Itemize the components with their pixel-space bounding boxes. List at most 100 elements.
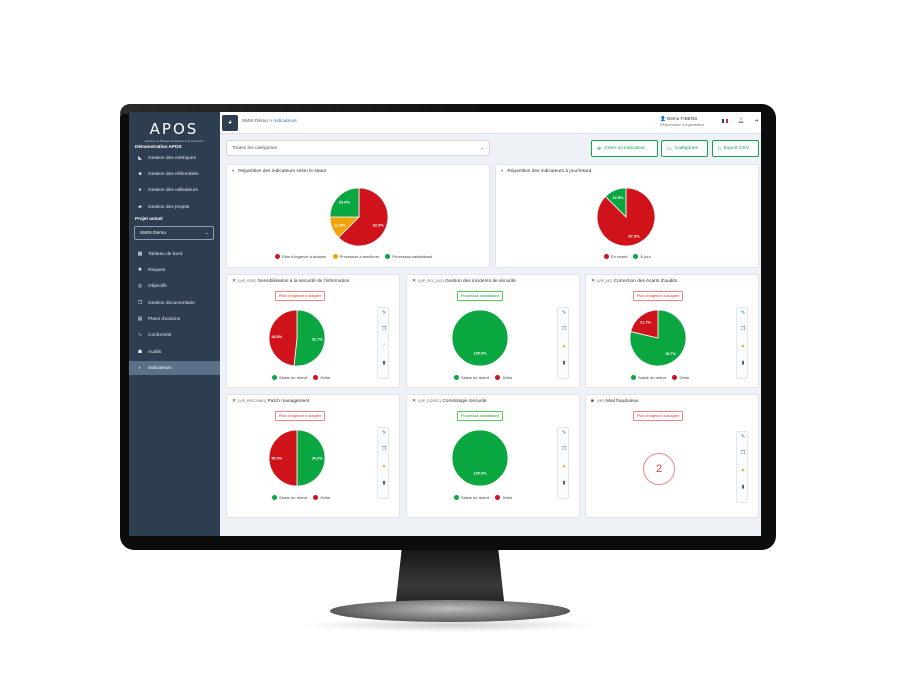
legend-item[interactable]: À jour [633,254,651,259]
edit-icon[interactable]: ✎ [740,435,746,440]
breadcrumb-root[interactable]: SMSI Démo [242,119,268,124]
copy-icon[interactable]: ❐ [561,327,567,332]
mail-icon: ■ [591,399,594,404]
legend-item[interactable]: Saisie du relevé [272,375,307,380]
book-icon: ■ [138,171,142,177]
categories-button[interactable]: ▭ Catégories [661,140,708,157]
status-badge: Processus satisfaisant [457,291,503,301]
indicator-pie-chart: 51.7% 48.3% [268,309,326,367]
sidebar-item-frameworks[interactable]: ■ Gestion des référentiels [129,167,220,181]
project-select[interactable]: SMSI Démo ⌄ [134,226,214,240]
pie-slice[interactable] [268,429,298,487]
card-title[interactable]: ✕ (VIP_COSEC) Comitologie Sécurité [412,399,487,404]
topbar: ◕ SMSI Démo > Indicateurs 👤 Demo FIDENS … [220,112,761,134]
export-csv-label: Export CSV [723,146,749,151]
menu-toggle-button[interactable]: ◕ [222,115,238,131]
bezel-highlight [120,104,480,114]
sidebar-item-action-plans[interactable]: ▤ Plans d'actions [129,312,220,326]
edit-icon[interactable]: ✎ [561,431,567,436]
trash-icon[interactable]: ▮ [382,361,386,366]
trash-icon[interactable]: ▮ [741,361,745,366]
bell-icon[interactable]: 🔔︎ [738,118,745,124]
legend-item[interactable]: Delta [495,495,512,500]
copy-icon[interactable]: ❐ [381,327,387,332]
trash-icon[interactable]: ▮ [562,481,566,486]
user-name: Demo FIDENS [667,116,698,121]
user-menu[interactable]: 👤 Demo FIDENS Responsable d'organisation [660,116,704,127]
sidebar-item-label: Gestion des utilisateurs [148,187,198,193]
copy-icon[interactable]: ❐ [740,327,746,332]
card-title[interactable]: ✕ (VIP_NC) Correction des écarts d'audits [591,279,678,284]
pie-slice[interactable] [329,187,360,218]
edit-icon[interactable]: ✎ [381,431,387,436]
warning-icon[interactable]: ▲ [381,464,387,469]
card-title: ◐ Répartition des indicateurs à jour/ret… [501,169,591,174]
app-logo[interactable]: APOS Solutions de Pilotage des Risques &… [143,120,205,144]
copy-icon[interactable]: ❐ [381,447,387,452]
indicator-actions: ✎ ❐ ▲ ▮ [557,427,569,499]
warning-icon[interactable]: ▲ [740,344,746,349]
legend-item[interactable]: Saisie du relevé [454,375,489,380]
indicator-pie-chart: 100.0% [451,429,509,487]
trash-icon[interactable]: ▮ [741,485,745,490]
legend-item[interactable]: Plan d'urgence à adopter [275,254,327,259]
user-icon: 👤 [660,116,667,121]
edit-icon[interactable]: ✎ [740,311,746,316]
indicator-icon: ◐ [138,365,142,371]
logout-icon[interactable]: ➜ [754,118,759,124]
pie-slice[interactable] [337,187,389,247]
french-flag-icon[interactable] [722,119,728,123]
edit-icon[interactable]: ✎ [381,311,387,316]
pie-slice[interactable] [293,309,326,367]
sidebar-item-metrics[interactable]: ◣ Gestion des métriques [129,151,220,165]
pie-slice[interactable] [596,187,656,247]
pie-slice[interactable] [268,309,298,367]
card-title[interactable]: ■ (HP) Mail frauduleux [591,399,639,404]
sidebar-item-indicators[interactable]: ◐ Indicateurs [129,361,220,375]
warning-icon[interactable]: ▲ [740,468,746,473]
legend-item[interactable]: Saisie du relevé [631,375,666,380]
risk-icon: ✸ [137,267,143,273]
card-title[interactable]: ✕ (VIP_SEC_INC) Gestion des incidents de … [412,279,516,284]
warning-icon[interactable]: ▲ [561,464,567,469]
category-select[interactable]: Toutes les catégories ⌄ [226,140,490,156]
legend-item[interactable]: Saisie du relevé [454,495,489,500]
pie-slice[interactable] [451,429,509,487]
sidebar-item-risks[interactable]: ✸ Risques [129,263,220,277]
card-title[interactable]: ✕ (VIP_PATCHING) Patch management [232,399,310,404]
legend-item[interactable]: Processus à améliorer [332,254,379,259]
pie-slice[interactable] [604,187,627,218]
legend-item[interactable]: Delta [495,375,512,380]
sidebar-item-documents[interactable]: ❐ Gestion documentaire [129,296,220,310]
trash-icon[interactable]: ▮ [562,361,566,366]
project-select-value: SMSI Démo [140,230,166,236]
indicator-icon: ✕ [591,279,596,284]
legend-item[interactable]: En retard [604,254,627,259]
sidebar-item-objectives[interactable]: ◎ Objectifs [129,279,220,293]
export-csv-button[interactable]: ▯ Export CSV [712,140,759,157]
card-title[interactable]: ✕ (VIP_SSEI) Sensibilisation à la sécurit… [232,279,350,284]
legend-item[interactable]: Saisie du relevé [272,495,307,500]
trend-icon[interactable]: ⟋ [382,344,386,349]
pie-slice[interactable] [630,309,659,339]
pie-slice[interactable] [296,429,326,487]
legend-item[interactable]: Processus satisfaisant [385,254,432,259]
edit-icon[interactable]: ✎ [561,311,567,316]
category-select-value: Toutes les catégories [232,145,278,151]
copy-icon[interactable]: ❐ [561,447,567,452]
legend-item[interactable]: Delta [313,495,330,500]
copy-icon[interactable]: ❐ [740,451,746,456]
sidebar-item-users[interactable]: ● Gestion des utilisateurs [129,183,220,197]
create-indicator-button[interactable]: ⊕ Créer un indicateur [591,140,658,157]
legend-item[interactable]: Delta [672,375,689,380]
sidebar-item-label: Indicateurs [148,365,172,371]
sidebar-item-projects[interactable]: ▰ Gestion des projets [129,200,220,214]
legend-item[interactable]: Delta [313,375,330,380]
trash-icon[interactable]: ▮ [382,481,386,486]
sidebar-item-audits[interactable]: ☗ Audits [129,345,220,359]
sidebar-item-dashboard[interactable]: ▦ Tableau de bord [129,247,220,261]
compliance-icon: ∿ [137,332,143,338]
sidebar-item-compliance[interactable]: ∿ Conformité [129,328,220,342]
pie-slice[interactable] [451,309,509,367]
warning-icon[interactable]: ▲ [561,344,567,349]
